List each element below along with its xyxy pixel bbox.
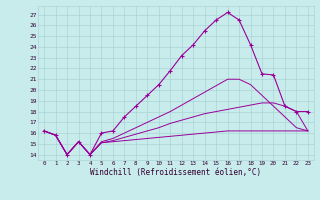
X-axis label: Windchill (Refroidissement éolien,°C): Windchill (Refroidissement éolien,°C) (91, 168, 261, 177)
